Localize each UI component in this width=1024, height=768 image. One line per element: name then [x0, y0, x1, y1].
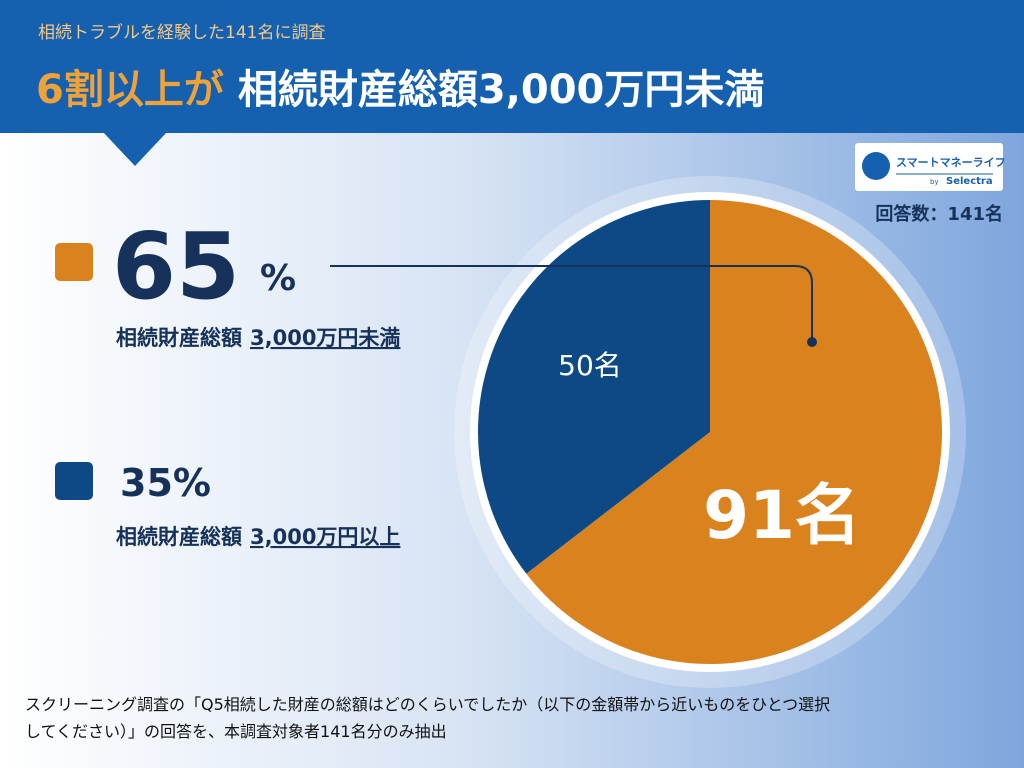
slice-label: 50名	[558, 349, 622, 382]
subtitle: 相続トラブルを経験した141名に調査	[38, 22, 325, 43]
legend-percent: 35%	[120, 461, 211, 505]
legend-label: 相続財産総額 3,000万円以上	[116, 525, 400, 549]
legend-percent: 65	[112, 213, 240, 320]
leader-line	[330, 265, 813, 342]
header-pointer	[103, 132, 167, 166]
pie-slice	[526, 200, 942, 664]
title-rest: 相続財産総額3,000万円未満	[238, 67, 765, 113]
leader-dot	[807, 337, 817, 347]
logo-name: スマートマネーライフ	[896, 156, 1006, 169]
slice-label: 91名	[703, 477, 861, 554]
header-band	[0, 0, 1024, 133]
legend-amount: 3,000万円未満	[250, 326, 400, 350]
legend-swatch	[55, 243, 93, 281]
title-highlight: 6割以上が	[36, 67, 224, 113]
footnote-line: スクリーニング調査の「Q5相続した財産の総額はどのくらいでしたか（以下の金額帯か…	[25, 695, 830, 714]
respondents: 回答数：141名	[875, 203, 1003, 225]
legend-label: 相続財産総額 3,000万円未満	[116, 326, 400, 350]
logo-icon	[862, 152, 890, 180]
legend-label-text: 相続財産総額	[116, 525, 242, 549]
logo-brand: Selectra	[946, 176, 993, 187]
logo-by: by	[930, 178, 939, 186]
title: 6割以上が 相続財産総額3,000万円未満	[36, 67, 764, 113]
legend-label-text: 相続財産総額	[116, 326, 242, 350]
pie: 91名 50名	[477, 200, 942, 664]
footnote-line: してください）」の回答を、本調査対象者141名分のみ抽出	[25, 722, 447, 741]
pie-slice	[477, 200, 710, 574]
legend-swatch	[55, 462, 93, 500]
legend-amount: 3,000万円以上	[250, 525, 400, 549]
legend-unit: %	[260, 258, 296, 299]
logo-box	[855, 143, 1003, 191]
